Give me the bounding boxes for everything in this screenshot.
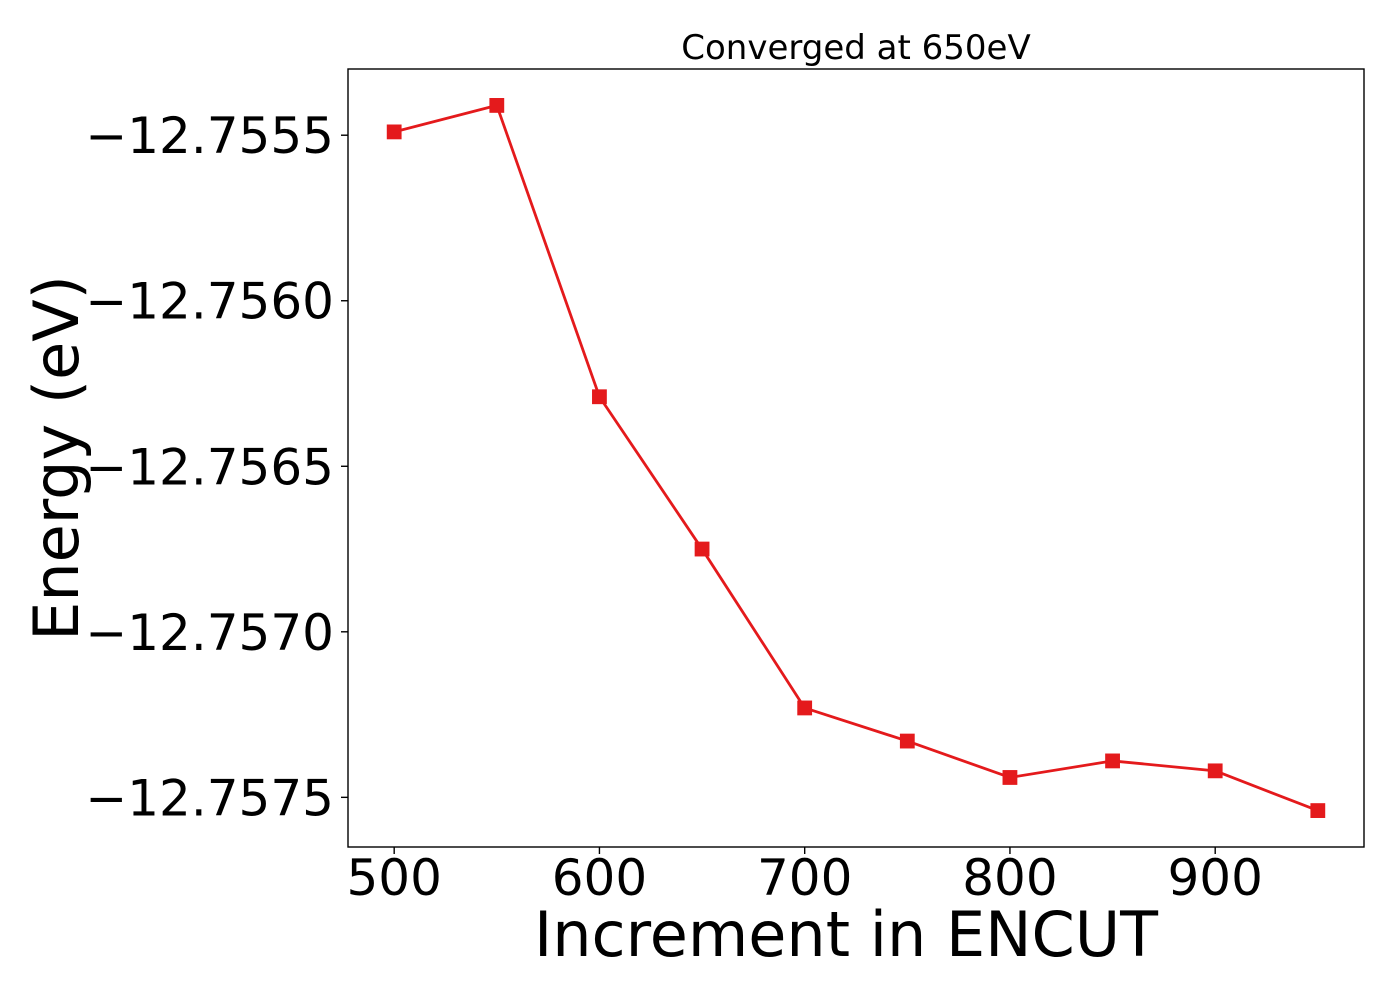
x-axis: 500 600 700 800 900 — [346, 847, 1263, 907]
x-tick-label: 600 — [552, 849, 647, 907]
y-axis: −12.7555 −12.7560 −12.7565 −12.7570 −12.7575 — [85, 107, 348, 827]
y-tick-label: −12.7575 — [85, 769, 334, 827]
data-point — [386, 124, 402, 140]
data-point — [1002, 770, 1018, 785]
data-point — [694, 541, 710, 557]
x-axis-label: Increment in ENCUT — [534, 898, 1159, 971]
x-tick-label: 500 — [346, 849, 441, 907]
x-tick-label: 800 — [962, 849, 1057, 907]
data-point — [592, 389, 607, 405]
series-layer — [386, 98, 1326, 818]
y-tick-label: −12.7570 — [85, 604, 334, 662]
x-tick-label: 900 — [1167, 849, 1262, 907]
plot-frame — [347, 68, 1365, 848]
chart-title: Converged at 650eV — [681, 28, 1030, 68]
data-point — [1105, 753, 1120, 769]
x-tick-label: 700 — [757, 849, 852, 907]
data-point — [1310, 803, 1326, 818]
y-axis-label: Energy (eV) — [20, 275, 93, 641]
y-tick-label: −12.7565 — [85, 438, 334, 496]
data-point — [489, 98, 505, 113]
y-tick-label: −12.7560 — [85, 273, 334, 331]
y-tick-label: −12.7555 — [85, 107, 334, 165]
series-line — [393, 104, 1319, 812]
data-point — [899, 733, 915, 749]
data-point — [797, 700, 813, 716]
data-point — [1207, 763, 1223, 779]
